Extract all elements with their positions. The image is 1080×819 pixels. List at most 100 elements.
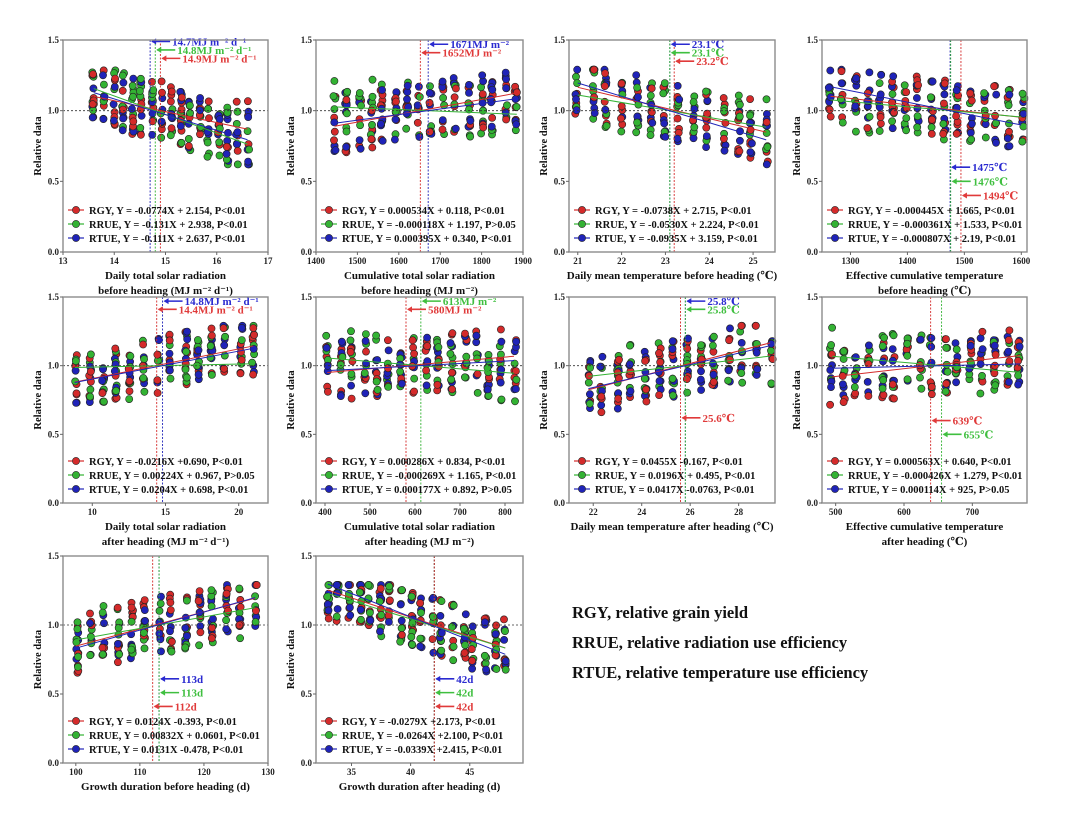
data-point-rrue	[875, 127, 884, 135]
data-point-rtue	[119, 78, 128, 87]
x-axis-label: Daily mean temperature after heading (℃)	[570, 521, 773, 533]
data-point-rgy	[153, 350, 162, 359]
data-point-rgy	[1004, 336, 1013, 344]
plot-frame	[315, 555, 524, 764]
data-point-rrue	[446, 349, 455, 358]
x-tick-label: 1500	[348, 256, 367, 266]
data-point-rtue	[137, 111, 146, 120]
y-tick-label: 1.5	[301, 292, 313, 302]
data-point-rrue	[900, 81, 909, 90]
regression-line-rgy	[93, 95, 248, 130]
legend-marker-rgy	[578, 457, 586, 465]
data-point-rtue	[346, 611, 355, 620]
data-point-rtue	[336, 392, 345, 400]
data-point-rrue	[372, 331, 380, 340]
data-point-rgy	[129, 117, 138, 126]
y-tick-label: 1.5	[301, 551, 313, 561]
data-point-rgy	[111, 344, 120, 353]
arrowhead-icon	[951, 178, 957, 185]
data-point-rgy	[324, 614, 333, 623]
data-point-rgy	[725, 336, 733, 345]
data-point-rtue	[366, 616, 375, 625]
threshold-label-rtue: 23.1℃	[692, 39, 724, 51]
data-point-rgy	[205, 114, 213, 123]
data-point-rtue	[613, 404, 622, 413]
y-tick-label: 0.5	[807, 176, 819, 186]
data-point-rrue	[417, 608, 425, 617]
y-tick-label: 0.0	[301, 498, 313, 508]
data-point-rgy	[719, 94, 728, 102]
arrowhead-icon	[435, 689, 441, 696]
data-point-rgy	[1014, 356, 1022, 365]
data-point-rrue	[737, 369, 746, 377]
data-point-rtue	[222, 625, 231, 633]
data-point-rtue	[572, 106, 581, 115]
data-point-rgy	[114, 658, 122, 667]
data-point-rtue	[451, 124, 460, 133]
x-axis-label: Growth duration after heading (d)	[339, 781, 501, 793]
legend-marker-rtue	[72, 485, 80, 493]
x-tick-label: 17	[264, 256, 274, 266]
data-point-rrue	[689, 98, 698, 106]
data-point-rtue	[626, 387, 635, 395]
data-point-rgy	[825, 105, 834, 114]
data-point-rtue	[483, 385, 492, 394]
arrowhead-icon	[429, 41, 435, 48]
data-point-rrue	[584, 378, 593, 387]
data-point-rrue	[850, 371, 859, 380]
y-tick-label: 1.5	[554, 35, 566, 45]
legend-entry-rgy: RGY, Y = 0.000563X + 0.640, P<0.01	[848, 457, 1012, 468]
data-point-rrue	[182, 347, 190, 356]
legend-marker-rgy	[578, 206, 586, 214]
data-point-rrue	[323, 592, 332, 601]
data-point-rgy	[237, 348, 245, 356]
data-point-rtue	[157, 647, 165, 656]
x-tick-label: 10	[88, 507, 98, 517]
data-point-rgy	[72, 389, 81, 398]
data-point-rtue	[702, 132, 711, 140]
data-point-rrue	[828, 323, 836, 332]
scatter-points	[72, 581, 261, 677]
data-point-rtue	[183, 327, 191, 336]
data-point-rgy	[98, 389, 107, 397]
threshold-label-rrue: 25.8℃	[707, 304, 739, 316]
data-point-rrue	[903, 351, 912, 360]
y-tick-label: 1.0	[807, 361, 819, 371]
data-point-rtue	[634, 93, 642, 101]
data-point-rtue	[601, 105, 610, 114]
data-point-rtue	[376, 627, 384, 636]
legend-marker-rgy	[72, 717, 80, 725]
data-point-rrue	[720, 107, 728, 116]
data-point-rrue	[407, 592, 416, 601]
data-point-rrue	[437, 597, 446, 605]
data-point-rgy	[330, 127, 339, 136]
data-point-rgy	[737, 321, 746, 330]
data-point-rrue	[710, 332, 718, 341]
data-point-rgy	[347, 394, 356, 403]
data-point-rrue	[139, 374, 148, 382]
data-point-rrue	[460, 373, 469, 382]
arrowhead-icon	[157, 306, 163, 313]
data-point-rtue	[378, 86, 386, 94]
data-point-rtue	[512, 120, 521, 129]
data-point-rgy	[460, 648, 469, 657]
data-point-rgy	[990, 369, 999, 378]
y-tick-label: 1.5	[807, 292, 819, 302]
data-point-rrue	[746, 111, 754, 120]
data-point-rrue	[232, 120, 241, 128]
data-point-rrue	[407, 633, 416, 641]
legend-entry-rrue: RRUE, Y = 0.00224X + 0.967, P>0.05	[89, 471, 255, 482]
data-point-rrue	[852, 127, 860, 136]
data-point-rtue	[502, 75, 510, 83]
data-point-rrue	[735, 112, 744, 121]
y-tick-label: 1.0	[301, 620, 313, 630]
data-point-rgy	[902, 88, 911, 96]
data-point-rrue	[617, 127, 626, 136]
legend-marker-rrue	[325, 220, 333, 228]
data-point-rtue	[697, 367, 705, 376]
x-tick-label: 1300	[841, 256, 860, 266]
data-point-rrue	[875, 79, 884, 87]
data-point-rtue	[118, 126, 127, 135]
data-point-rgy	[890, 394, 898, 403]
data-point-rrue	[203, 152, 212, 161]
